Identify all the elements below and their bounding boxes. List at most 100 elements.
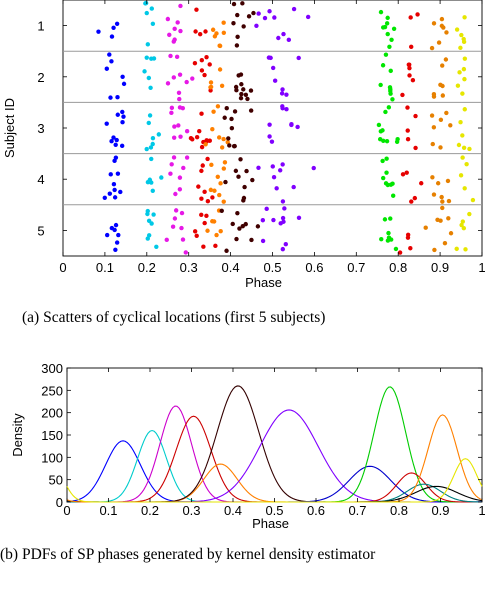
scatter-point (147, 177, 153, 182)
scatter-point (109, 225, 115, 231)
scatter-point (111, 25, 116, 30)
scatter-point (397, 250, 403, 255)
scatter-point (458, 45, 463, 51)
scatter-point (237, 226, 242, 231)
scatter-point (214, 232, 219, 238)
scatter-point (154, 244, 159, 249)
scatter-point (467, 146, 472, 152)
scatter-point (169, 105, 175, 111)
caption-b: (b) PDFs of SP phases generated by kerne… (0, 546, 376, 563)
scatter-point (104, 232, 110, 238)
scatter-point (444, 110, 449, 116)
scatter-point (413, 113, 418, 119)
scatter-point (199, 196, 204, 201)
scatter-point (431, 192, 437, 197)
scatter-point (199, 144, 205, 150)
scatter-point (177, 96, 182, 102)
x-tick-label: 0.5 (263, 260, 281, 275)
scatter-point (192, 229, 198, 234)
scatter-point (213, 243, 218, 249)
scatter-point (232, 109, 238, 114)
scatter-point (177, 187, 183, 192)
scatter-point (439, 16, 445, 22)
x-tick-label: 0.2 (141, 503, 159, 518)
scatter-point (120, 74, 125, 79)
scatter-point (146, 120, 151, 126)
scatter-point (177, 105, 183, 110)
scatter-point (445, 178, 451, 184)
scatter-point (454, 27, 460, 32)
scatter-point (205, 199, 211, 204)
scatter-point (390, 193, 396, 198)
scatter-point (260, 238, 266, 244)
scatter-point (199, 58, 205, 63)
x-tick-label: 0.1 (96, 260, 114, 275)
scatter-point (440, 63, 445, 68)
scatter-point (436, 40, 442, 45)
scatter-point (109, 34, 115, 39)
scatter-point (168, 53, 173, 59)
scatter-point (148, 145, 154, 150)
scatter-point (264, 206, 269, 212)
scatter-point (215, 174, 220, 179)
scatter-point (454, 246, 459, 252)
scatter-point (169, 162, 174, 167)
x-tick-label: 0.9 (431, 260, 449, 275)
scatter-point (457, 70, 462, 75)
scatter-point (190, 137, 195, 142)
scatter-point (455, 83, 461, 88)
scatter-point (199, 168, 204, 174)
scatter-point (176, 123, 181, 128)
scatter-point (282, 206, 287, 211)
scatter-point (115, 112, 120, 117)
scatter-point (205, 156, 210, 162)
scatter-point (113, 142, 118, 147)
scatter-chart: 0 0.1 0.2 0.3 0.4 0.5 0.6 0.7 0.8 0.9 1 1 2 3 4 5 Phase S… (2, 0, 485, 290)
scatter-point (241, 198, 246, 203)
scatter-point (209, 162, 214, 168)
x-tick-label: 0.4 (222, 260, 240, 275)
scatter-point (446, 216, 451, 221)
x-tick-label: 0.2 (138, 260, 156, 275)
scatter-point (405, 128, 410, 133)
scatter-point (239, 82, 244, 87)
scatter-point (149, 156, 154, 162)
scatter-point (461, 39, 467, 45)
scatter-point (250, 177, 255, 183)
scatter-point (208, 80, 214, 85)
scatter-point (165, 81, 171, 86)
scatter-point (142, 69, 147, 74)
scatter-point (108, 95, 113, 100)
scatter-point (204, 213, 209, 219)
scatter-point (112, 187, 117, 193)
scatter-point (202, 189, 207, 195)
scatter-point (236, 174, 241, 179)
x-tick-label: 0.6 (305, 260, 323, 275)
x-tick-label: 0.1 (99, 503, 117, 518)
y-tick-label: 5 (37, 223, 44, 238)
scatter-point (172, 216, 178, 221)
scatter-point (109, 59, 114, 64)
x-axis-label: Phase (252, 516, 289, 531)
x-tick-label: 0.8 (390, 503, 408, 518)
scatter-point (121, 81, 127, 87)
scatter-point (389, 37, 394, 42)
scatter-point (173, 208, 179, 213)
scatter-point (438, 145, 443, 150)
scatter-point (216, 135, 222, 140)
scatter-point (156, 132, 162, 137)
scatter-point (219, 83, 225, 88)
scatter-point (221, 199, 226, 204)
scatter-point (234, 43, 240, 48)
scatter-point (120, 120, 125, 125)
scatter-point (439, 194, 444, 200)
scatter-point (384, 138, 390, 144)
scatter-point (172, 26, 177, 32)
scatter-point (283, 241, 288, 247)
scatter-point (267, 9, 272, 14)
scatter-point (231, 1, 237, 7)
scatter-point (442, 240, 448, 246)
scatter-point (146, 233, 152, 238)
x-tick-label: 0 (59, 260, 66, 275)
scatter-point (194, 7, 199, 12)
